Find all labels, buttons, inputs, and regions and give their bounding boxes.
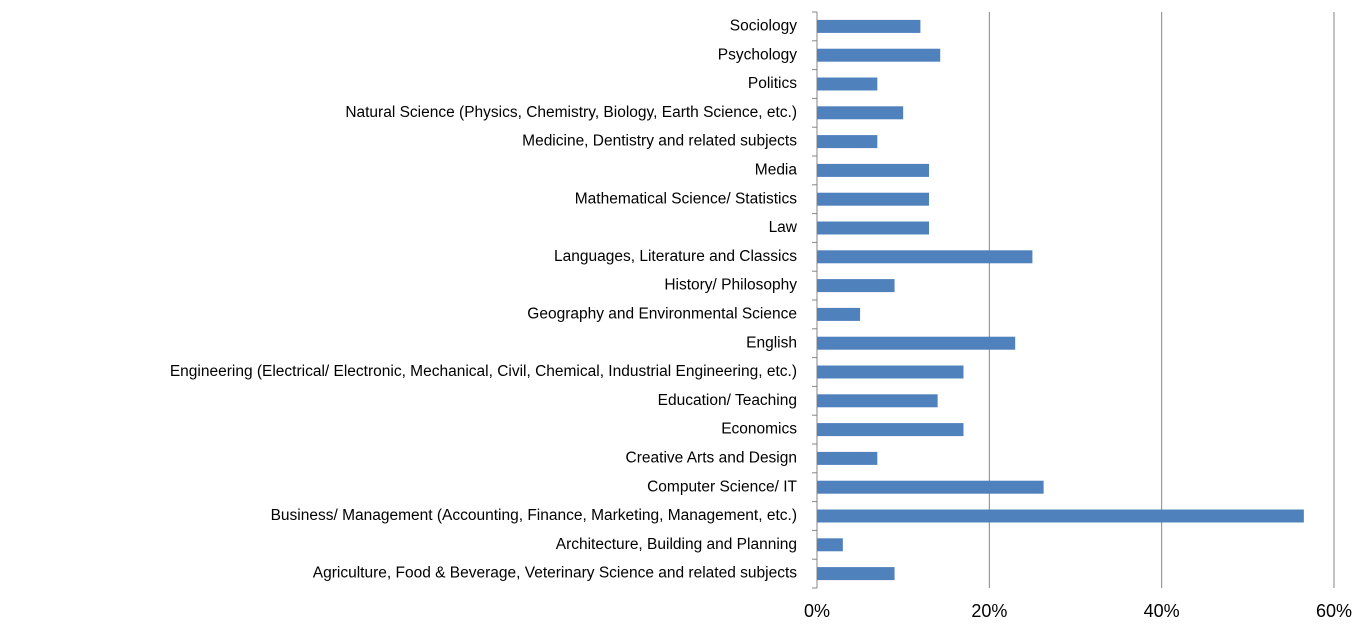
bar [817, 135, 878, 149]
y-tick-label: Natural Science (Physics, Chemistry, Bio… [345, 104, 797, 121]
x-tick-label: 40% [1144, 601, 1180, 621]
x-tick-label: 20% [971, 601, 1007, 621]
y-tick-label: English [746, 334, 797, 351]
bar [817, 365, 964, 379]
y-tick-label: Computer Science/ IT [647, 478, 797, 495]
y-tick-label: Business/ Management (Accounting, Financ… [271, 507, 797, 524]
bar [817, 163, 930, 177]
bar [817, 336, 1016, 350]
y-tick-label: Medicine, Dentistry and related subjects [522, 133, 797, 150]
y-tick-label: Creative Arts and Design [626, 449, 797, 466]
bar [817, 480, 1044, 494]
y-tick-label: Agriculture, Food & Beverage, Veterinary… [313, 565, 797, 582]
y-tick-label: Geography and Environmental Science [527, 305, 797, 322]
bar [817, 192, 930, 206]
bar [817, 19, 921, 33]
bar [817, 250, 1033, 264]
y-tick-label: Politics [748, 75, 797, 92]
y-tick-label: Economics [721, 421, 797, 438]
bar [817, 48, 941, 62]
bar [817, 77, 878, 91]
y-tick-label: Sociology [730, 17, 797, 34]
y-tick-label: Psychology [718, 46, 798, 63]
bar [817, 106, 904, 120]
bar [817, 307, 861, 321]
y-tick-label: History/ Philosophy [664, 277, 797, 294]
bar [817, 221, 930, 235]
bar [817, 394, 938, 408]
bar [817, 279, 895, 293]
x-tick-label: 60% [1316, 601, 1352, 621]
bar [817, 567, 895, 581]
y-tick-label: Education/ Teaching [658, 392, 797, 409]
y-tick-label: Languages, Literature and Classics [554, 248, 797, 265]
bar [817, 538, 843, 552]
bar [817, 509, 1304, 523]
y-tick-label: Mathematical Science/ Statistics [575, 190, 798, 207]
bar [817, 423, 964, 437]
y-tick-label: Media [755, 161, 798, 178]
y-tick-label: Engineering (Electrical/ Electronic, Mec… [170, 363, 797, 380]
y-tick-label: Law [769, 219, 798, 236]
bar [817, 451, 878, 465]
x-tick-label: 0% [804, 601, 830, 621]
y-tick-label: Architecture, Building and Planning [556, 536, 797, 553]
